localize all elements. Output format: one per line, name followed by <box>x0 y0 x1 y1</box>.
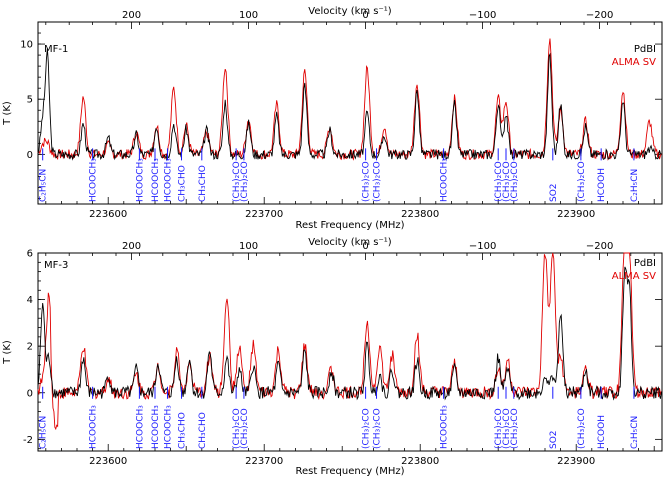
x-tick-label: 223900 <box>557 209 595 220</box>
top-tick-label: −200 <box>586 10 613 21</box>
x-tick-label: 223600 <box>89 209 127 220</box>
species-label: (CH₃)₂CO <box>577 408 587 449</box>
species-label: C₂H₅CN <box>630 169 640 202</box>
top-tick-label: 200 <box>122 241 141 252</box>
panel-label: MF-3 <box>44 260 68 271</box>
species-label: CH₃CHO <box>178 165 188 202</box>
top-tick-label: −100 <box>469 10 496 21</box>
x-tick-label: 223800 <box>401 456 439 467</box>
top-tick-label: −100 <box>469 241 496 252</box>
y-tick-label: -2 <box>23 435 33 446</box>
species-label: HCOOCH₃ <box>151 405 161 449</box>
ticks-and-labels: 223600 223700 223800 223900 200 100 0 −100 −200 0… <box>20 10 662 220</box>
species-label: (CH₃)₂CO <box>510 408 520 449</box>
species-label: (CH₃)₂CO <box>502 408 512 449</box>
species-label: HCOOCH₃ <box>89 158 99 202</box>
legend-pdbi: PdBI <box>634 258 656 269</box>
panel-mf1: 223600 223700 223800 223900 200 100 0 −100 −200 0… <box>2 6 663 231</box>
legend-alma: ALMA SV <box>612 57 656 68</box>
top-tick-label: 200 <box>122 10 141 21</box>
panel-frame <box>37 252 663 452</box>
species-label: (CH₃)₂CO <box>373 408 383 449</box>
species-label: (CH₃)₂CO <box>510 161 520 202</box>
species-label: HCOOCH₃ <box>440 405 450 449</box>
species-label: HCOOCH₃ <box>135 158 145 202</box>
species-label: (CH₃)₂CO <box>232 161 242 202</box>
species-label: HCOOCH₃ <box>135 405 145 449</box>
series-group <box>37 38 662 161</box>
species-label: (CH₃)₂CO <box>240 161 250 202</box>
spectrum-alma <box>37 252 662 431</box>
species-label-group: C₂H₅CN HCOOCH₃ HCOOCH₃ HCOOCH₃ HCOOCH₃ CH₃CHO… <box>39 386 640 449</box>
species-label-group: C₂H₅CN HCOOCH₃ HCOOCH₃ HCOOCH₃ HCOOCH₃ CH₃CHO… <box>39 148 640 202</box>
species-label: SO2 <box>549 430 559 449</box>
species-label: C₂H₅CN <box>39 416 49 449</box>
species-label: SO2 <box>549 183 559 202</box>
y-tick-label: 6 <box>27 249 33 260</box>
panel-mf3: 223600 223700 223800 223900 200 100 0 −100 −200 -… <box>2 237 663 477</box>
species-label: (CH₃)₂CO <box>502 161 512 202</box>
y-tick-label: 5 <box>27 95 33 106</box>
species-label: CH₃CHO <box>198 412 208 449</box>
species-label: HCOOCH₃ <box>89 405 99 449</box>
ticks-and-labels: 223600 223700 223800 223900 200 100 0 −100 −200 -… <box>23 241 662 467</box>
top-axis-title: Velocity (km s⁻¹) <box>308 6 392 17</box>
y-tick-label: 0 <box>27 388 33 399</box>
species-label: (CH₃)₂CO <box>494 408 504 449</box>
species-label: CH₃CHO <box>198 165 208 202</box>
species-label: C₂H₅CN <box>630 416 640 449</box>
x-tick-label: 223600 <box>89 456 127 467</box>
y-axis-title: T (K) <box>2 340 13 365</box>
species-label: C₂H₅CN <box>39 169 49 202</box>
x-tick-label: 223800 <box>401 209 439 220</box>
top-axis-title: Velocity (km s⁻¹) <box>308 237 392 248</box>
species-label: (CH₃)₂CO <box>577 161 587 202</box>
x-axis-title: Rest Frequency (MHz) <box>296 220 405 231</box>
legend-pdbi: PdBI <box>634 44 656 55</box>
y-tick-label: 10 <box>20 40 33 51</box>
species-label: (CH₃)₂CO <box>373 161 383 202</box>
y-axis-title: T (K) <box>2 101 13 126</box>
x-tick-label: 223900 <box>557 456 595 467</box>
species-label: HCOOCH₃ <box>163 158 173 202</box>
top-tick-label: −200 <box>586 241 613 252</box>
spectrum-pdbi <box>37 48 662 161</box>
x-tick-label: 223700 <box>245 209 283 220</box>
x-axis-title: Rest Frequency (MHz) <box>296 466 405 477</box>
species-label: (CH₃)₂CO <box>494 161 504 202</box>
species-label: HCOOCH₃ <box>151 158 161 202</box>
panel-frame <box>37 21 663 205</box>
spectrum-pdbi <box>37 266 662 401</box>
top-tick-label: 0 <box>362 10 368 21</box>
top-tick-label: 100 <box>239 241 258 252</box>
series-group <box>37 252 662 431</box>
top-tick-label: 100 <box>239 10 258 21</box>
species-label: (CH₃)₂CO <box>362 408 372 449</box>
y-tick-label: 4 <box>27 295 33 306</box>
y-tick-label: 0 <box>27 150 33 161</box>
species-label: (CH₃)₂CO <box>362 161 372 202</box>
species-label: HCOOCH₃ <box>440 158 450 202</box>
y-tick-label: 2 <box>27 342 33 353</box>
species-label: HCOOH <box>597 168 607 202</box>
top-tick-label: 0 <box>362 241 368 252</box>
species-label: HCOOCH₃ <box>163 405 173 449</box>
spectrum-alma <box>37 38 662 161</box>
species-label: HCOOH <box>597 415 607 449</box>
species-label: (CH₃)₂CO <box>240 408 250 449</box>
species-label: CH₃CHO <box>178 412 188 449</box>
legend-alma: ALMA SV <box>612 271 656 282</box>
species-label: (CH₃)₂CO <box>232 408 242 449</box>
x-tick-label: 223700 <box>245 456 283 467</box>
panel-label: MF-1 <box>44 44 68 55</box>
